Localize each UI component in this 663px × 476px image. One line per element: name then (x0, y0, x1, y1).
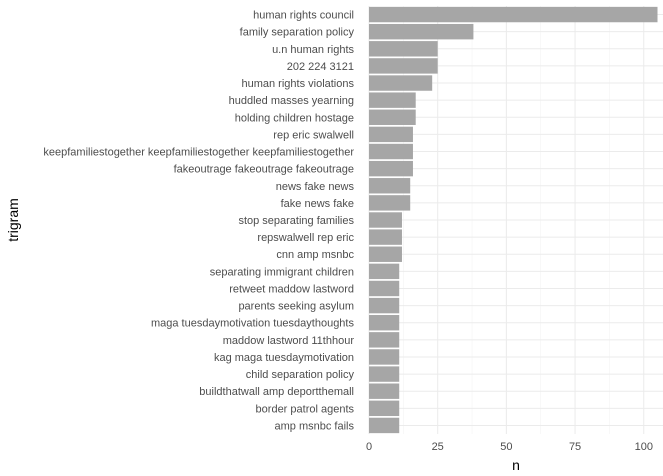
y-tick-label: holding children hostage (235, 112, 354, 124)
y-tick-label: fakeoutrage fakeoutrage fakeoutrage (174, 164, 354, 176)
y-tick-label: family separation policy (240, 27, 355, 39)
y-tick-label: maga tuesdaymotivation tuesdaythoughts (151, 318, 355, 330)
x-tick-label: 25 (432, 441, 444, 453)
x-tick-label: 0 (366, 441, 372, 453)
y-tick-label: 202 224 3121 (287, 61, 354, 73)
y-tick-label: rep eric swalwell (273, 129, 354, 141)
bar (369, 143, 413, 160)
x-tick-labels: 0 25 50 75 100 (366, 441, 653, 453)
bar (369, 23, 474, 40)
x-tick-label: 100 (635, 441, 653, 453)
y-tick-label: human rights council (253, 10, 354, 22)
x-tick-label: 50 (500, 441, 512, 453)
bar (369, 75, 433, 91)
y-tick-label: cnn amp msnbc (276, 249, 354, 261)
y-tick-label: amp msnbc fails (275, 420, 355, 432)
bar (369, 349, 400, 365)
y-tick-label: huddled masses yearning (229, 95, 354, 107)
x-tick-label: 75 (569, 441, 581, 453)
y-tick-label: keepfamiliestogether keepfamiliestogethe… (43, 147, 354, 159)
bar (369, 229, 402, 245)
y-tick-label: fake news fake (281, 198, 354, 210)
y-tick-label: retweet maddow lastword (229, 283, 354, 295)
y-axis-title: trigram (5, 198, 21, 242)
bar (369, 160, 413, 177)
x-axis-title: n (512, 457, 520, 473)
y-tick-label: kag maga tuesdaymotivation (214, 352, 354, 364)
y-tick-label: separating immigrant children (210, 266, 354, 278)
y-tick-label: border patrol agents (256, 403, 355, 415)
bar (369, 41, 438, 57)
y-tick-label: parents seeking asylum (238, 301, 354, 313)
bar (369, 297, 400, 314)
y-tick-label: human rights violations (241, 78, 354, 90)
bar (369, 383, 400, 399)
y-tick-label: child separation policy (246, 369, 355, 381)
y-tick-label: repswalwell rep eric (257, 232, 354, 244)
y-tick-label: news fake news (276, 181, 355, 193)
bar (369, 280, 400, 297)
y-tick-label: maddow lastword 11thhour (223, 335, 355, 347)
bar (369, 58, 438, 74)
bar (369, 417, 400, 434)
bar (369, 126, 413, 143)
bar (369, 195, 411, 211)
bar (369, 315, 400, 331)
bar (369, 92, 416, 108)
y-tick-label: stop separating families (238, 215, 354, 227)
bar (369, 109, 416, 125)
bar (369, 212, 402, 228)
bar (369, 332, 400, 348)
bar (369, 246, 402, 262)
bar (369, 178, 411, 194)
bar (369, 400, 400, 417)
y-tick-labels: human rights council family separation po… (43, 10, 354, 433)
bars (369, 6, 658, 434)
bar (369, 263, 400, 280)
bar (369, 366, 400, 382)
y-tick-label: buildthatwall amp deportthemall (199, 386, 354, 398)
bar (369, 6, 658, 23)
y-tick-label: u.n human rights (272, 44, 354, 56)
